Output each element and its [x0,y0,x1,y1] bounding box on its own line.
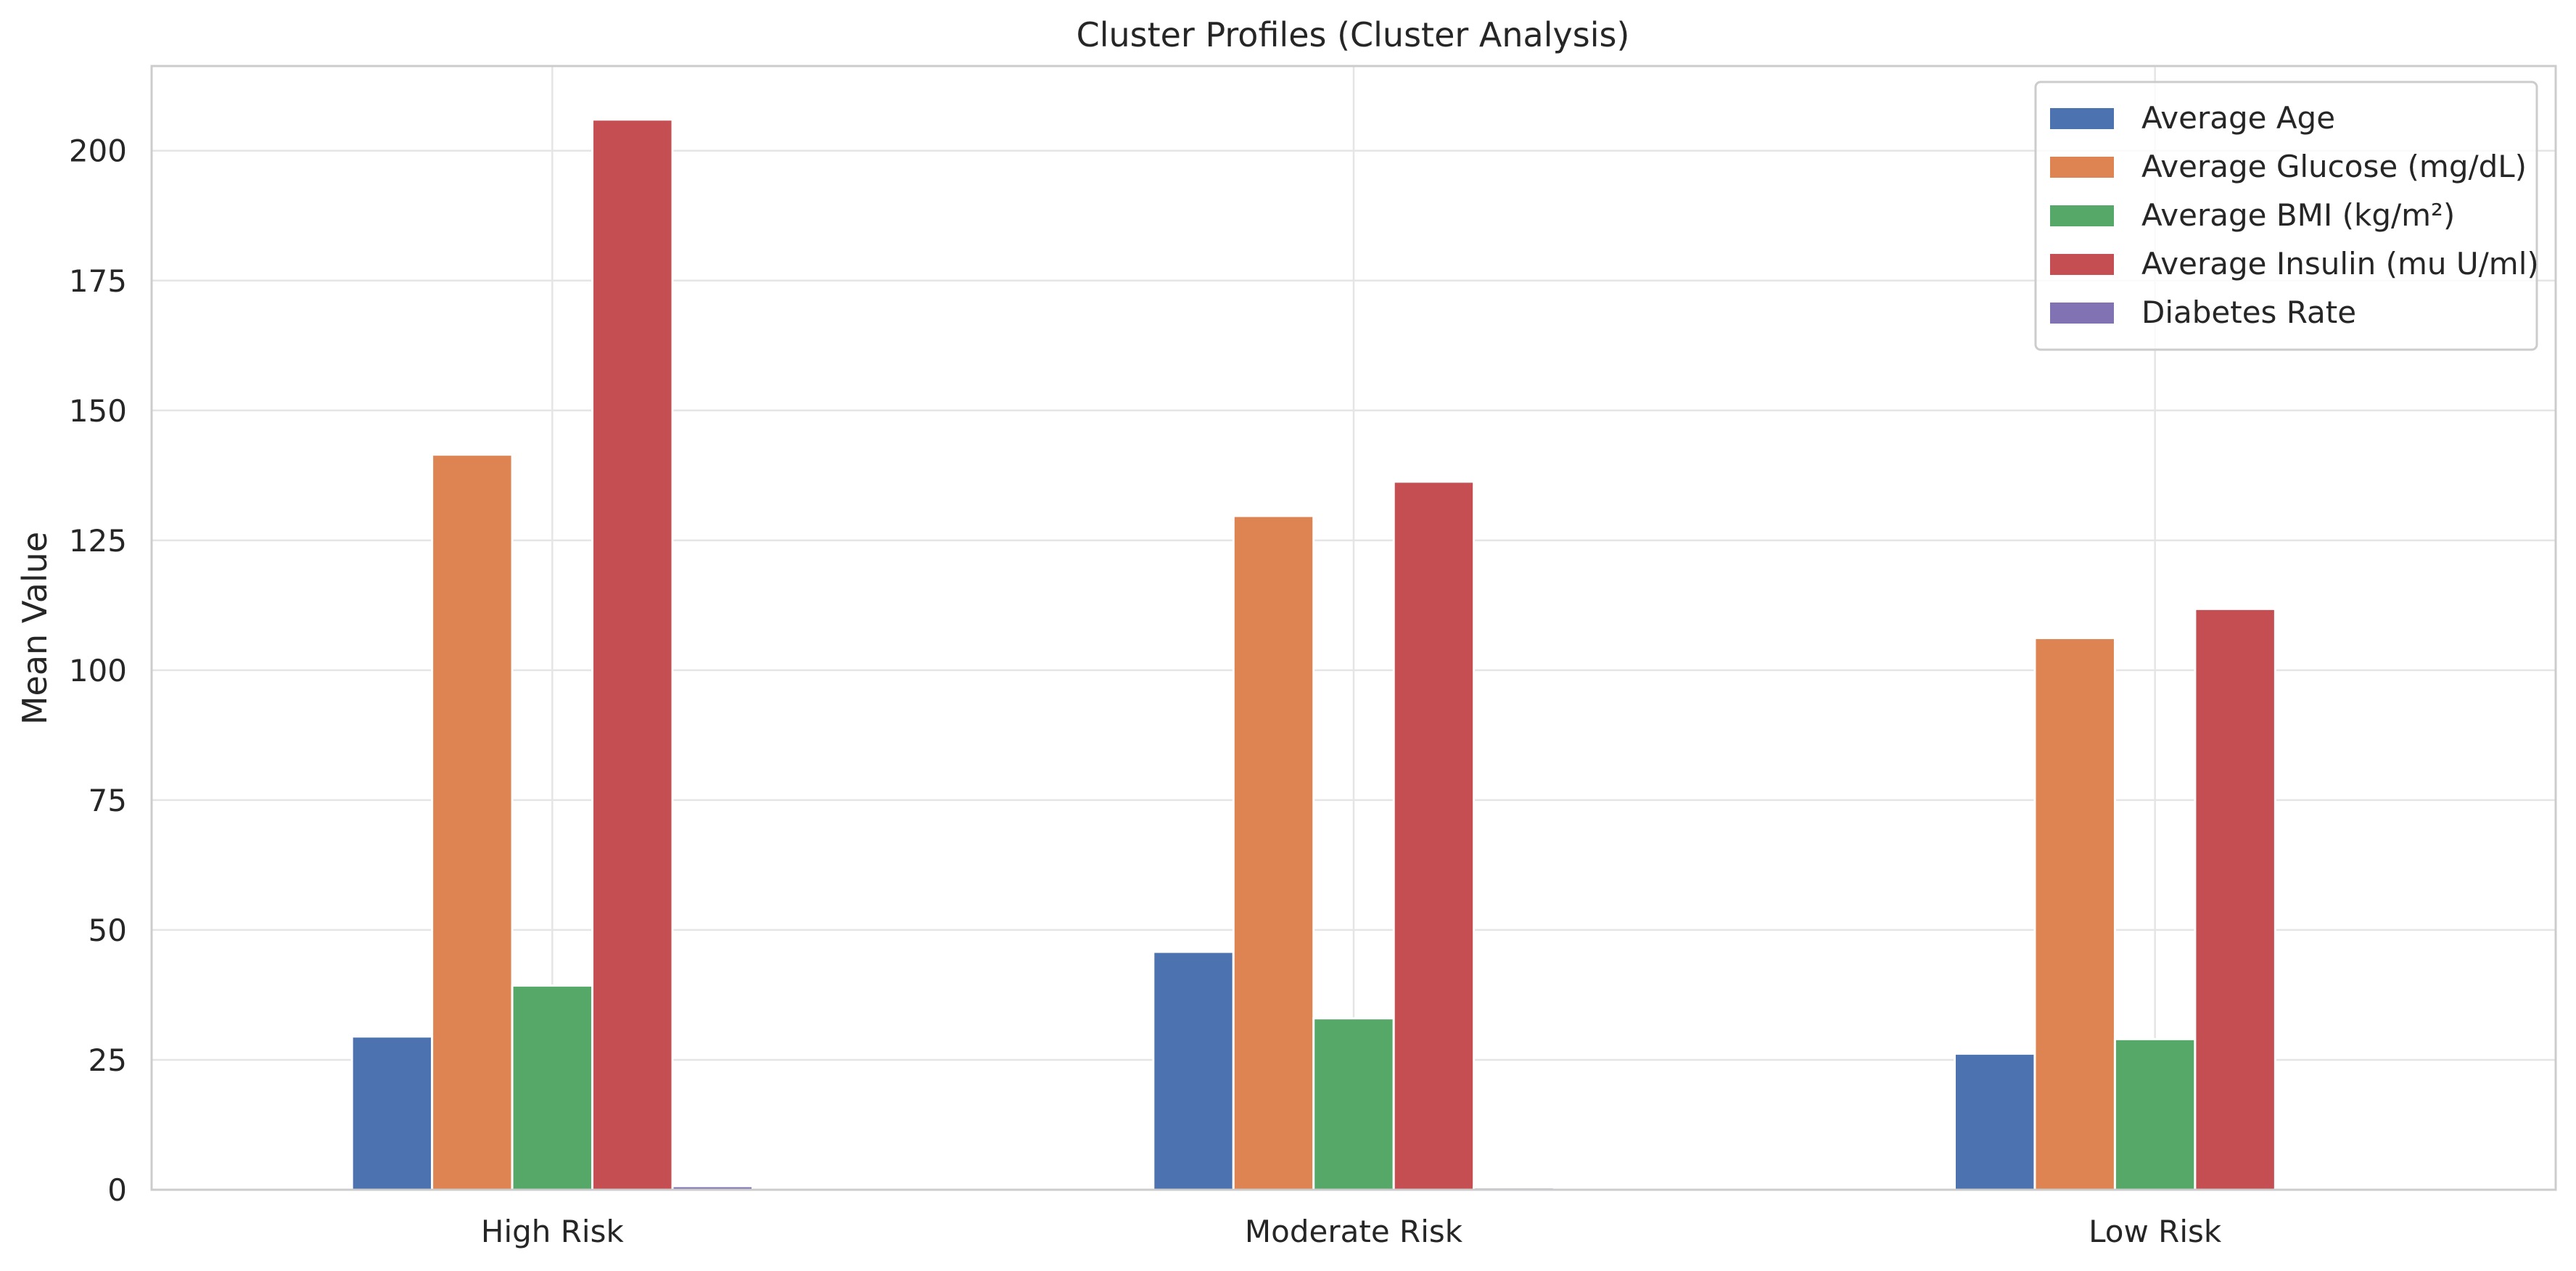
legend-swatch-3 [2050,205,2114,226]
legend-swatch-1 [2050,108,2114,129]
y-tick-label-6: 150 [69,393,127,429]
legend-label-5: Diabetes Rate [2141,295,2356,330]
bar-4-3 [2194,607,2276,1191]
chart-title: Cluster Profiles (Cluster Analysis) [1077,15,1630,54]
bar-1-2 [1152,950,1235,1191]
legend: Average Age Average Glucose (mg/dL) Averag… [2034,81,2539,351]
bar-3-2 [1312,1017,1395,1191]
y-axis-label: Mean Value [15,532,54,725]
legend-items: Average Age Average Glucose (mg/dL) Averag… [2050,100,2539,330]
y-tick-label-7: 175 [69,263,127,299]
legend-swatch-5 [2050,303,2114,324]
legend-label-4: Average Insulin (mu U/ml) [2141,246,2539,281]
legend-swatch-4 [2050,254,2114,275]
bar-4-2 [1392,480,1476,1191]
bar-3-3 [2113,1037,2197,1191]
legend-swatch-2 [2050,157,2114,178]
legend-label-3: Average BMI (kg/m²) [2141,197,2455,233]
y-tick-label-8: 200 [69,133,127,169]
bar-2-2 [1232,514,1315,1191]
bar-3-1 [511,984,594,1191]
bar-2-1 [431,453,514,1191]
x-tick-label-1: Moderate Risk [1245,1214,1463,1249]
bar-1-1 [350,1035,434,1191]
y-tick-label-0: 0 [107,1172,127,1208]
x-tick-label-2: Low Risk [2089,1214,2222,1249]
bars [350,118,2357,1191]
y-tick-label-5: 125 [69,523,127,559]
x-tick-labels: High Risk Moderate Risk Low Risk [481,1214,2222,1249]
legend-box [2034,81,2538,351]
y-tick-labels: 0 25 50 75 100 125 150 175 200 [69,133,127,1208]
legend-label-2: Average Glucose (mg/dL) [2141,149,2527,184]
bar-1-3 [1954,1052,2036,1191]
bar-4-1 [591,118,674,1191]
legend-label-1: Average Age [2141,100,2335,136]
y-tick-label-3: 75 [89,783,127,818]
bar-2-3 [2033,636,2116,1191]
y-tick-label-1: 25 [89,1042,127,1078]
plot-frame [150,65,2557,1191]
x-tick-label-0: High Risk [481,1214,625,1249]
y-tick-label-4: 100 [69,653,127,688]
y-tick-label-2: 50 [89,913,127,948]
